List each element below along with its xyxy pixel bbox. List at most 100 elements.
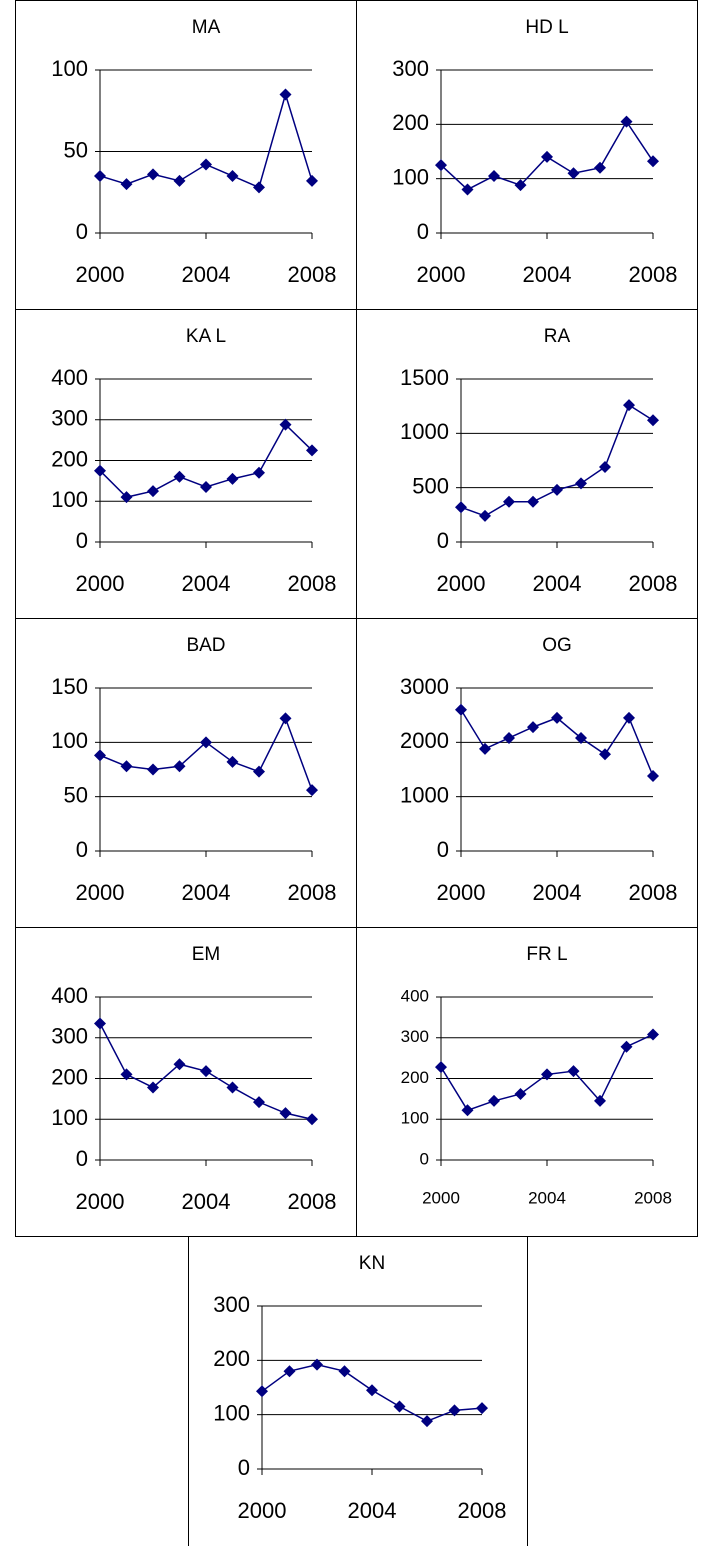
y-tick-label: 100: [51, 1105, 88, 1130]
data-marker: [455, 703, 467, 716]
data-marker: [575, 731, 587, 744]
data-marker: [253, 181, 265, 194]
x-tick-label: 2000: [437, 571, 486, 596]
data-marker: [173, 470, 186, 483]
panel: EM 0 100 200 300 400 2000 2004 2008: [15, 927, 357, 1237]
data-marker: [253, 466, 265, 479]
x-tick-label: 2004: [182, 262, 231, 287]
x-tick-label: 2000: [76, 1189, 125, 1214]
x-tick-label: 2004: [523, 262, 572, 287]
x-tick-label: 2004: [182, 1189, 231, 1214]
y-tick-label: 0: [76, 1146, 88, 1171]
data-marker: [551, 711, 563, 724]
x-tick-label: 2004: [528, 1188, 566, 1207]
data-marker: [306, 1113, 318, 1126]
data-marker: [448, 1404, 461, 1417]
panel: BAD 0 50 100 150 2000 2004 2008: [15, 618, 357, 928]
data-marker: [461, 183, 474, 196]
data-marker: [594, 161, 606, 174]
x-tick-label: 2008: [634, 1188, 672, 1207]
y-tick-label: 500: [412, 473, 449, 498]
data-marker: [173, 174, 186, 187]
y-tick-label: 150: [51, 674, 88, 699]
panel: HD L 0 100 200 300 2000 2004 2008: [356, 0, 698, 310]
data-marker: [147, 168, 159, 181]
series-line: [99, 91, 313, 189]
data-marker: [120, 1068, 133, 1081]
x-tick-label: 2008: [629, 262, 678, 287]
y-tick-label: 0: [76, 528, 88, 553]
y-tick-label: 300: [401, 1027, 429, 1046]
data-marker: [567, 167, 580, 180]
y-tick-label: 200: [51, 1064, 88, 1089]
panel: KN 0 100 200 300 2000 2004 2008: [188, 1236, 528, 1546]
data-marker: [147, 1081, 159, 1094]
chart-title: RA: [544, 326, 571, 347]
data-marker: [435, 159, 447, 172]
data-marker: [623, 399, 635, 412]
y-tick-label: 100: [51, 56, 88, 81]
x-tick-label: 2008: [629, 571, 678, 596]
data-marker: [226, 472, 239, 485]
data-marker: [94, 169, 106, 182]
y-tick-label: 100: [51, 728, 88, 753]
x-tick-label: 2004: [348, 1498, 397, 1523]
data-marker: [503, 495, 515, 508]
y-tick-label: 200: [51, 446, 88, 471]
chart-title: BAD: [186, 635, 225, 656]
y-tick-label: 300: [213, 1292, 250, 1317]
y-tick-label: 400: [51, 365, 88, 390]
data-marker: [94, 1017, 106, 1030]
y-tick-label: 0: [437, 528, 449, 553]
data-marker: [435, 1061, 447, 1074]
data-marker: [567, 1065, 580, 1078]
x-tick-label: 2000: [238, 1498, 287, 1523]
y-tick-label: 1000: [400, 782, 449, 807]
x-tick-label: 2000: [437, 880, 486, 905]
data-marker: [200, 158, 212, 171]
y-tick-label: 1500: [400, 365, 449, 390]
x-tick-label: 2008: [458, 1498, 507, 1523]
data-marker: [514, 179, 527, 192]
data-marker: [226, 169, 239, 182]
y-tick-label: 50: [64, 782, 88, 807]
data-marker: [279, 418, 292, 431]
y-tick-label: 200: [401, 1068, 429, 1087]
chart-title: HD L: [525, 17, 568, 38]
y-tick-label: 0: [76, 837, 88, 862]
x-tick-label: 2008: [629, 880, 678, 905]
data-marker: [306, 444, 318, 457]
y-tick-label: 0: [420, 1149, 429, 1168]
panel: MA 0 50 100 2000 2004 2008: [15, 0, 357, 310]
data-marker: [647, 414, 659, 427]
data-marker: [120, 760, 133, 773]
chart-title: OG: [542, 635, 572, 656]
series-line: [460, 403, 654, 517]
data-marker: [527, 721, 539, 734]
y-tick-label: 50: [64, 137, 88, 162]
data-marker: [620, 1040, 633, 1053]
data-marker: [393, 1400, 406, 1413]
data-marker: [488, 1094, 500, 1107]
chart-title: EM: [192, 944, 221, 965]
y-tick-label: 3000: [400, 674, 449, 699]
y-tick-label: 100: [401, 1109, 429, 1128]
x-tick-label: 2004: [182, 880, 231, 905]
data-marker: [226, 755, 239, 768]
x-tick-label: 2004: [533, 571, 582, 596]
data-marker: [94, 464, 106, 477]
data-marker: [421, 1415, 433, 1428]
data-marker: [279, 88, 292, 101]
data-marker: [366, 1384, 378, 1397]
data-marker: [551, 483, 563, 496]
panel: OG 0 1000 2000 3000 2000 2004 2008: [356, 618, 698, 928]
y-tick-label: 100: [392, 164, 429, 189]
data-marker: [527, 495, 539, 508]
y-tick-label: 1000: [400, 419, 449, 444]
series-line: [99, 716, 313, 791]
y-tick-label: 100: [213, 1400, 250, 1425]
panel: RA 0 500 1000 1500 2000 2004 2008: [356, 309, 698, 619]
chart-title: FR L: [526, 944, 567, 965]
x-tick-label: 2008: [288, 880, 337, 905]
data-marker: [147, 485, 159, 498]
